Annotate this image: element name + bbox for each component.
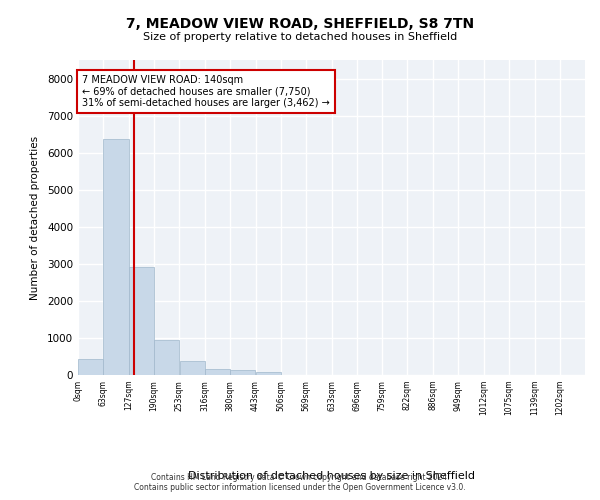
Y-axis label: Number of detached properties: Number of detached properties [30,136,40,300]
Bar [179,361,205,375]
Text: Size of property relative to detached houses in Sheffield: Size of property relative to detached ho… [143,32,457,42]
Bar [129,267,154,375]
Bar [78,359,103,375]
Bar [256,372,281,375]
X-axis label: Distribution of detached houses by size in Sheffield: Distribution of detached houses by size … [188,471,475,481]
Text: 7 MEADOW VIEW ROAD: 140sqm
← 69% of detached houses are smaller (7,750)
31% of s: 7 MEADOW VIEW ROAD: 140sqm ← 69% of deta… [82,75,330,108]
Text: Contains HM Land Registry data © Crown copyright and database right 2024.
Contai: Contains HM Land Registry data © Crown c… [134,473,466,492]
Text: 7, MEADOW VIEW ROAD, SHEFFIELD, S8 7TN: 7, MEADOW VIEW ROAD, SHEFFIELD, S8 7TN [126,18,474,32]
Bar [230,370,256,375]
Bar [103,138,129,375]
Bar [154,340,179,375]
Bar [205,370,230,375]
